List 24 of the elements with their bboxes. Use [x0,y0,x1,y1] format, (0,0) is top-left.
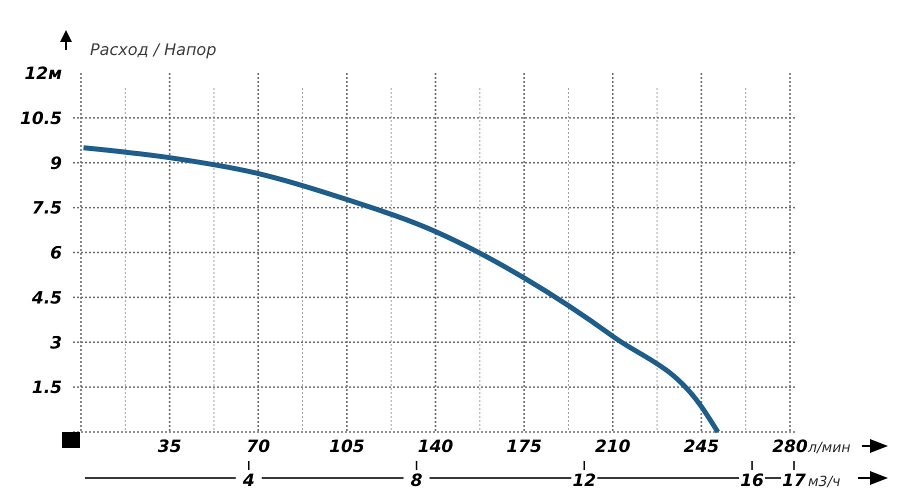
x-tick-label: 140 [418,437,454,457]
x-tick-label: 245 [684,437,720,457]
y-tick-label: 7.5 [32,198,62,219]
y-tick-label: 9 [50,154,62,174]
x2-axis-title: м3/ч [808,474,840,490]
x2-tick-label: 16 [740,471,764,491]
x-tick-label: 35 [158,437,182,457]
x-axis-title: л/мин [807,440,850,456]
y-axis-title: Расход / Напор [90,40,216,59]
y-tick-label: 6 [50,244,62,264]
x-tick-label: 280 [772,437,808,457]
x2-tick-label: 12 [572,471,596,491]
x2-tick-label: 8 [410,471,423,491]
x-tick-label: 210 [595,437,631,457]
y-tick-label: 4.5 [30,288,62,308]
y-tick-label: 12м [24,64,62,84]
x-tick-label: 175 [506,437,542,457]
x-tick-label: 70 [246,437,270,457]
x2-tick-label: 17 [782,471,806,491]
x-tick-label: 105 [329,437,365,457]
y-tick-label: 10.5 [20,108,62,129]
y-tick-label: 3 [50,333,62,354]
x2-tick-label: 4 [242,471,255,491]
y-tick-label: 1.5 [32,378,62,398]
